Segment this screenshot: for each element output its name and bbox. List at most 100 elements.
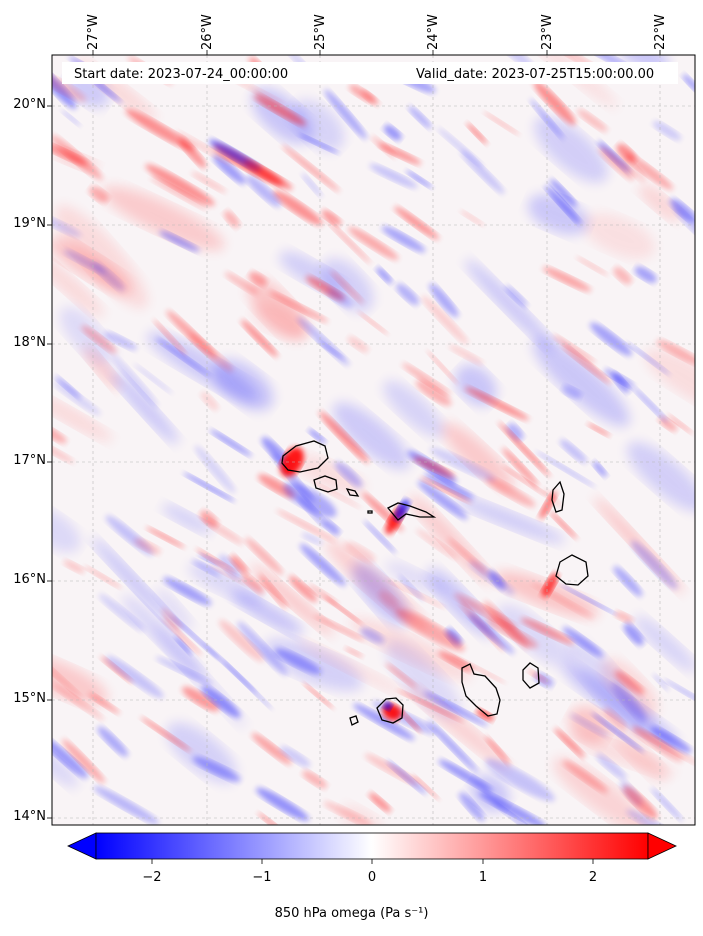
omega-streak — [460, 210, 485, 227]
omega-field — [52, 55, 695, 825]
omega-streak — [650, 787, 683, 822]
omega-streak — [317, 340, 344, 360]
omega-streak — [652, 673, 670, 691]
omega-streak — [251, 733, 292, 765]
omega-streak — [240, 319, 279, 358]
omega-streak — [577, 109, 608, 132]
omega-streak — [458, 792, 485, 822]
omega-streak — [330, 270, 364, 304]
omega-streak — [321, 209, 342, 226]
omega-streak — [460, 150, 505, 195]
omega-streak — [549, 179, 577, 207]
omega-streak — [376, 267, 393, 284]
omega-streak — [506, 423, 524, 441]
omega-blob — [251, 302, 308, 339]
omega-streak — [133, 363, 173, 395]
omega-streak — [62, 739, 106, 784]
omega-streak — [417, 480, 468, 520]
lat-tick-label: 15°N — [13, 691, 46, 706]
lat-tick-label: 14°N — [13, 809, 46, 824]
omega-streak — [587, 423, 611, 437]
omega-streak — [562, 385, 582, 399]
colorbar-label: 850 hPa omega (Pa s⁻¹) — [274, 906, 429, 921]
omega-streak — [437, 127, 484, 168]
island-small — [367, 510, 373, 514]
omega-streak — [533, 81, 576, 125]
omega-streak — [486, 477, 536, 507]
omega-streak — [614, 611, 634, 623]
omega-anomaly — [384, 702, 392, 710]
lon-tick-label: 22°W — [653, 14, 668, 50]
omega-streak — [450, 654, 507, 684]
island-sal — [551, 480, 565, 513]
omega-streak — [623, 786, 658, 820]
omega-streak — [569, 713, 609, 738]
colorbar-extend-left — [67, 832, 97, 860]
omega-streak — [402, 363, 451, 396]
omega-streak — [626, 809, 675, 825]
omega-streak — [52, 683, 105, 721]
omega-streak — [97, 726, 129, 757]
omega-anomaly — [541, 572, 559, 598]
omega-streak — [324, 89, 368, 140]
omega-streak — [599, 146, 635, 181]
omega-streak — [218, 619, 264, 662]
colorbar-tick-label: −1 — [252, 870, 272, 885]
omega-streak — [246, 175, 281, 208]
omega-blob — [333, 402, 411, 470]
omega-streak — [222, 659, 273, 710]
date-annotation-box — [62, 62, 678, 84]
omega-streak — [98, 593, 145, 632]
omega-blob — [110, 369, 179, 445]
omega-streak — [280, 746, 311, 768]
omega-streak — [368, 792, 392, 813]
omega-streak — [363, 520, 397, 554]
omega-streak — [544, 184, 581, 225]
omega-streak — [448, 344, 484, 365]
omega-streak — [542, 266, 592, 292]
omega-streak — [405, 170, 433, 189]
omega-blob — [383, 380, 445, 438]
omega-streak — [140, 717, 192, 752]
omega-streak — [209, 429, 253, 457]
gridlines — [52, 55, 695, 825]
omega-blob — [292, 454, 366, 495]
omega-blob — [582, 213, 656, 260]
omega-streak — [223, 210, 240, 228]
omega-blob — [52, 392, 114, 442]
omega-streak — [106, 655, 164, 699]
axis-ticks — [47, 50, 661, 819]
omega-streak — [323, 801, 372, 825]
omega-streak — [625, 153, 674, 190]
omega-blob — [155, 587, 194, 631]
omega-streak — [652, 121, 682, 141]
omega-streak — [591, 712, 645, 753]
omega-streak — [438, 759, 493, 793]
omega-streak — [397, 708, 422, 733]
omega-streak — [269, 291, 329, 323]
omega-blob — [566, 731, 676, 777]
lon-tick-label: 27°W — [86, 14, 101, 50]
omega-streak — [479, 791, 547, 825]
omega-streak — [626, 341, 671, 376]
omega-blob — [161, 504, 213, 534]
coastlines — [281, 440, 589, 726]
colorbar-extend-right — [647, 832, 677, 860]
omega-streak — [592, 461, 608, 477]
omega-blob — [534, 116, 608, 183]
omega-streak — [622, 157, 646, 183]
island-brava — [349, 715, 359, 726]
omega-streak — [258, 574, 288, 609]
omega-streak — [398, 575, 424, 601]
omega-streak — [612, 682, 647, 722]
omega-streak — [161, 608, 182, 630]
omega-streak — [612, 373, 630, 393]
omega-streak — [161, 617, 203, 656]
omega-streak — [155, 656, 213, 685]
lat-tick-label: 19°N — [13, 216, 46, 231]
omega-streak — [562, 760, 609, 793]
omega-streak — [347, 336, 369, 353]
omega-streak — [188, 333, 234, 372]
map-frame — [51, 54, 696, 826]
omega-streak — [104, 331, 138, 351]
